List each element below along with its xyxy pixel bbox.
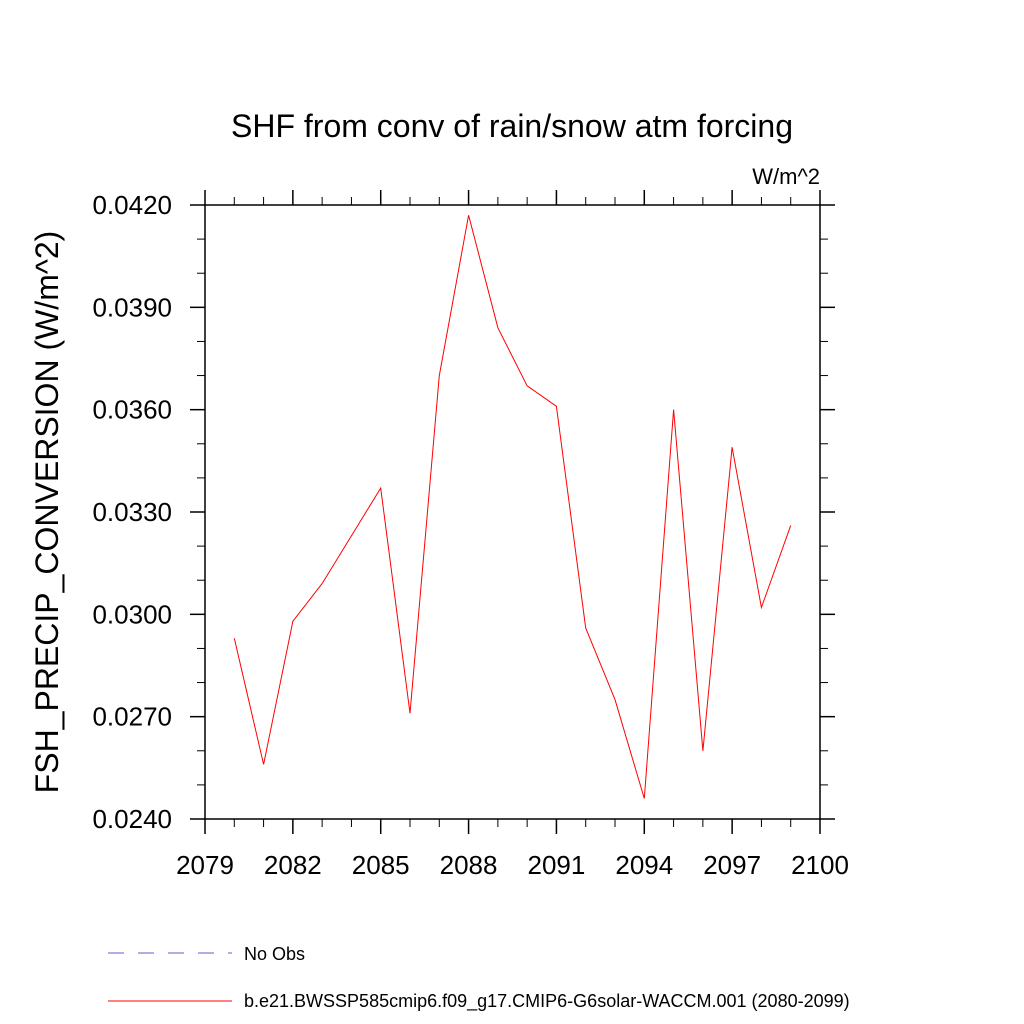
y-tick-label: 0.0390 — [92, 292, 172, 322]
x-tick-label: 2088 — [440, 850, 498, 880]
x-tick-label: 2082 — [264, 850, 322, 880]
y-tick-label: 0.0270 — [92, 702, 172, 732]
y-tick-label: 0.0240 — [92, 804, 172, 834]
legend-label-no-obs: No Obs — [244, 944, 305, 964]
series-group — [233, 215, 792, 799]
y-tick-label: 0.0300 — [92, 599, 172, 629]
x-tick-label: 2094 — [615, 850, 673, 880]
units-label: W/m^2 — [752, 164, 820, 189]
plot-frame — [204, 204, 821, 820]
x-tick-label: 2100 — [791, 850, 849, 880]
y-tick-label: 0.0330 — [92, 497, 172, 527]
x-tick-label: 2085 — [352, 850, 410, 880]
y-tick-label: 0.0360 — [92, 395, 172, 425]
y-axis-label: FSH_PRECIP_CONVERSION (W/m^2) — [29, 231, 65, 794]
axis-tick-labels: 2079 2082 2085 2088 2091 2094 2097 2100 0.0240 0.… — [92, 190, 848, 880]
x-tick-label: 2097 — [703, 850, 761, 880]
y-tick-label: 0.0420 — [92, 190, 172, 220]
x-tick-label: 2079 — [176, 850, 234, 880]
legend-label-series: b.e21.BWSSP585cmip6.f09_g17.CMIP6-G6sola… — [244, 991, 850, 1012]
chart-title: SHF from conv of rain/snow atm forcing — [231, 108, 793, 144]
axis-ticks — [190, 190, 835, 834]
x-tick-label: 2091 — [528, 850, 586, 880]
legend: No Obs b.e21.BWSSP585cmip6.f09_g17.CMIP6… — [108, 944, 850, 1012]
series-line — [233, 215, 792, 799]
